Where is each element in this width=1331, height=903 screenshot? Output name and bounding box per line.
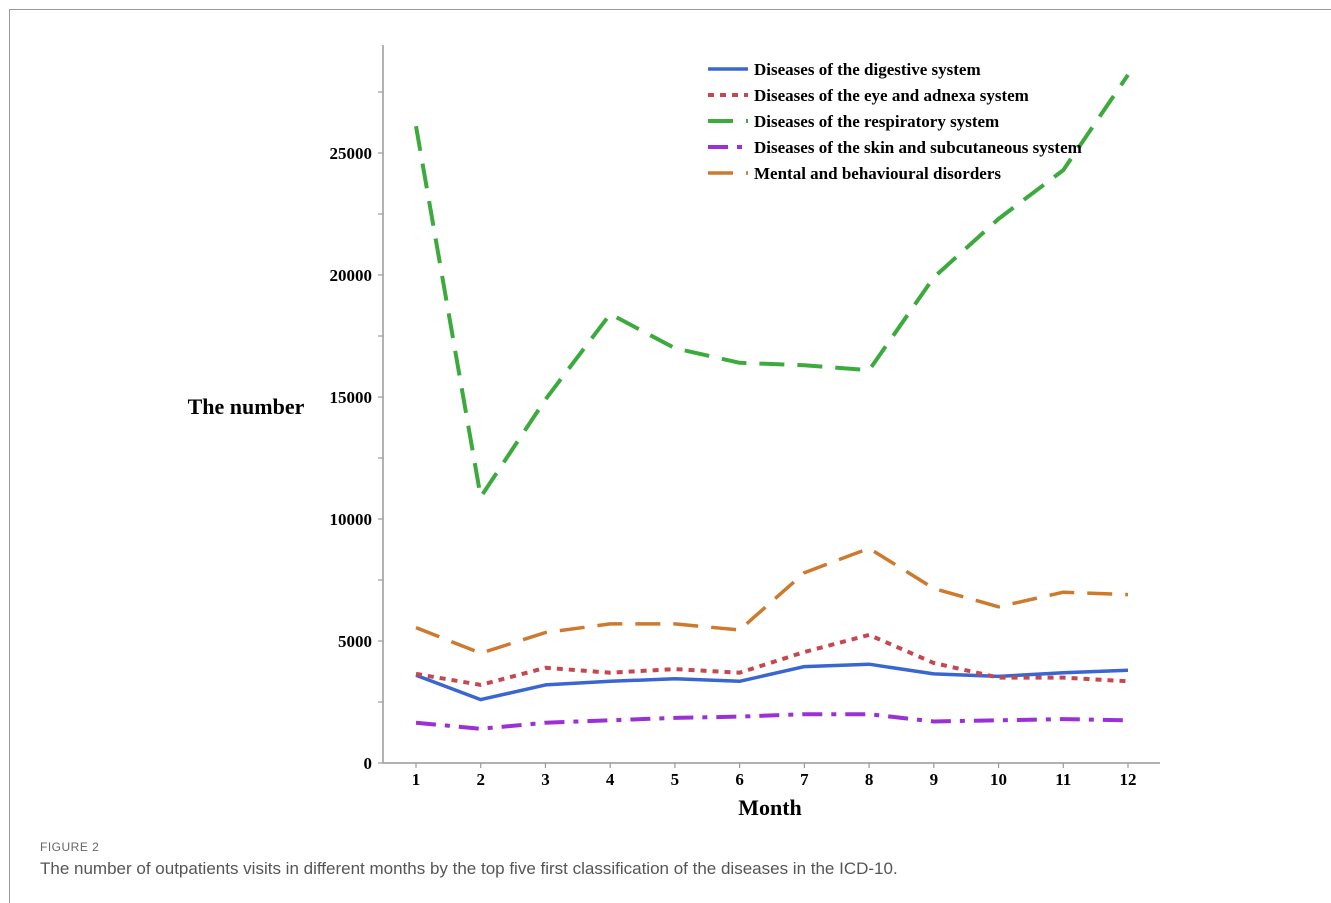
- y-tick-label: 25000: [330, 144, 373, 163]
- x-tick-label: 2: [476, 770, 485, 789]
- x-tick-label: 9: [930, 770, 939, 789]
- figure-frame: [9, 9, 1331, 903]
- x-tick-label: 3: [541, 770, 550, 789]
- legend-entry-3: Diseases of the respiratory system: [754, 112, 999, 131]
- x-axis-label: Month: [738, 795, 802, 820]
- y-tick-label: 15000: [330, 388, 373, 407]
- x-tick-label: 1: [412, 770, 421, 789]
- x-tick-label: 4: [606, 770, 615, 789]
- legend-entry-4: Diseases of the skin and subcutaneous sy…: [754, 138, 1082, 157]
- series-line-1: [415, 662, 1129, 702]
- y-tick-label: 20000: [330, 266, 373, 285]
- legend-entry-5: Mental and behavioural disorders: [754, 164, 1001, 183]
- y-tick-label: 5000: [338, 632, 372, 651]
- legend-entry-1: Diseases of the digestive system: [754, 60, 981, 79]
- series-line-2: [415, 632, 1129, 687]
- legend: Diseases of the digestive system Diseases…: [708, 60, 1082, 183]
- series-line-5: [415, 546, 1129, 655]
- x-tick-label: 5: [671, 770, 680, 789]
- x-tick-label: 10: [990, 770, 1007, 789]
- x-tick-label: 11: [1055, 770, 1071, 789]
- series-lines: [414, 73, 1130, 731]
- series-line-3: [414, 73, 1130, 499]
- figure-caption: The number of outpatients visits in diff…: [40, 859, 898, 878]
- series-line-4: [415, 712, 1129, 731]
- y-tick-label: 10000: [330, 510, 373, 529]
- y-tick-label: 0: [364, 754, 373, 773]
- x-tick-label: 8: [865, 770, 874, 789]
- figure-label: FIGURE 2: [40, 840, 100, 854]
- x-tick-label: 7: [800, 770, 809, 789]
- x-tick-label: 6: [735, 770, 744, 789]
- x-tick-label: 12: [1120, 770, 1137, 789]
- legend-entry-2: Diseases of the eye and adnexa system: [754, 86, 1029, 105]
- y-axis-label: The number: [188, 394, 305, 419]
